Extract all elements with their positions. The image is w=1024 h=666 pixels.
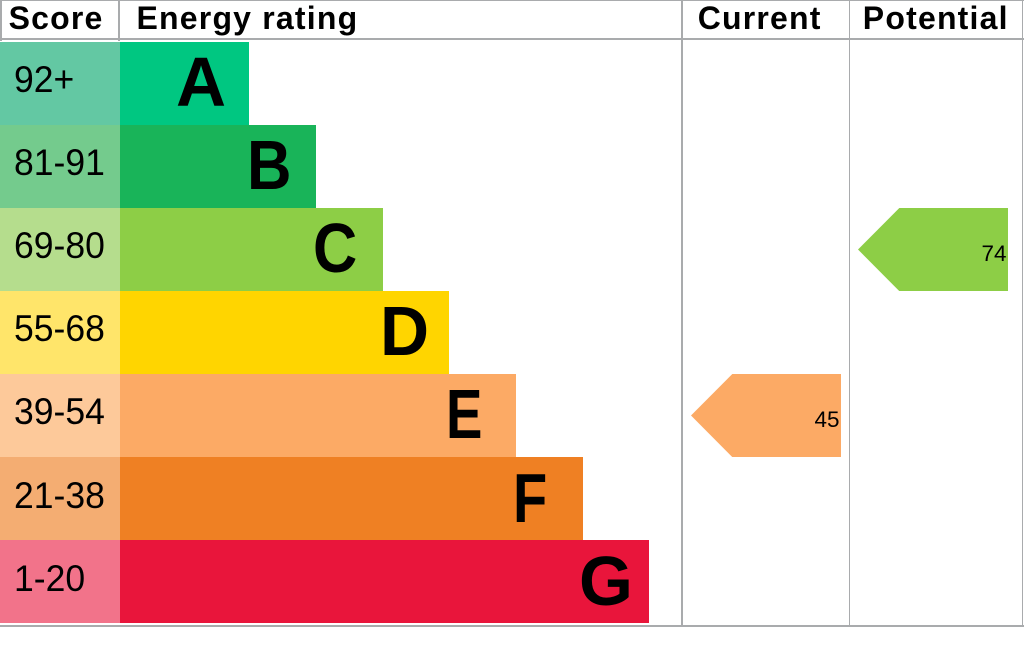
svg-text:45: 45 [814, 407, 839, 432]
svg-text:74: 74 [981, 241, 1006, 266]
